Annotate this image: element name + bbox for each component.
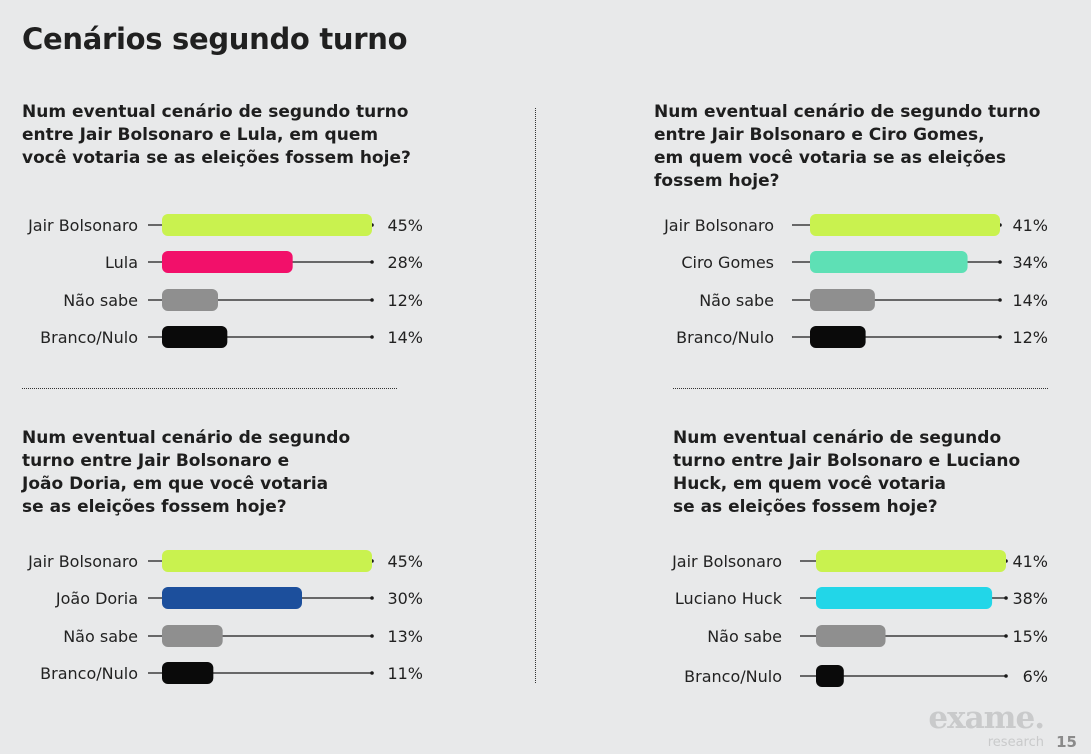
value-label: 11% [387,664,423,683]
axis-end-dot [370,634,374,638]
bar [162,625,223,647]
value-label: 41% [1012,552,1048,571]
value-label: 12% [1012,328,1048,347]
value-label: 14% [387,328,423,347]
value-label: 45% [387,216,423,235]
bar [816,625,886,647]
value-label: 15% [1012,627,1048,646]
question-doria: Num eventual cenário de segundo turno en… [22,428,351,517]
bar [810,214,1000,236]
bar [162,550,372,572]
category-label: Lula [105,253,138,272]
category-label: Jair Bolsonaro [27,216,138,235]
category-label: Branco/Nulo [676,328,774,347]
value-label: 38% [1012,589,1048,608]
bar [810,326,866,348]
category-label: Jair Bolsonaro [663,216,774,235]
chart-lula: Jair Bolsonaro 45% Lula 28% Não sabe 12% Branc… [27,214,423,348]
category-label: Ciro Gomes [681,253,774,272]
chart-ciro: Jair Bolsonaro 41% Ciro Gomes 34% Não sabe 14… [663,214,1048,348]
bar [810,289,875,311]
bar [810,251,968,273]
category-label: Branco/Nulo [40,664,138,683]
category-label: Branco/Nulo [684,667,782,686]
bar [162,662,214,684]
page-number: 15 [1056,733,1077,751]
bar [162,587,302,609]
bar [816,587,993,609]
question-huck: Num eventual cenário de segundo turno en… [673,428,1021,517]
chart-huck: Jair Bolsonaro 41% Luciano Huck 38% Não sabe… [671,550,1048,687]
axis-end-dot [370,596,374,600]
category-label: Não sabe [707,627,782,646]
exame-logo: exame. [928,700,1045,736]
category-label: Jair Bolsonaro [671,552,782,571]
axis-end-dot [1004,596,1008,600]
value-label: 45% [387,552,423,571]
category-label: Branco/Nulo [40,328,138,347]
value-label: 34% [1012,253,1048,272]
divider-left [22,388,397,389]
axis-end-dot [998,335,1002,339]
bar [162,289,218,311]
bar [162,251,293,273]
bar [162,214,372,236]
axis-end-dot [998,298,1002,302]
question-lula: Num eventual cenário de segundo turno en… [22,102,411,168]
axis-end-dot [370,671,374,675]
value-label: 28% [387,253,423,272]
category-label: Não sabe [63,627,138,646]
axis-end-dot [370,335,374,339]
chart-doria: Jair Bolsonaro 45% João Doria 30% Não sabe 13… [27,550,423,684]
category-label: Não sabe [699,291,774,310]
value-label: 30% [387,589,423,608]
question-ciro: Num eventual cenário de segundo turno en… [654,102,1041,191]
value-label: 12% [387,291,423,310]
category-label: João Doria [55,589,138,608]
bar [162,326,228,348]
bar [816,665,844,687]
divider-right [673,388,1048,389]
value-label: 6% [1023,667,1048,686]
category-label: Jair Bolsonaro [27,552,138,571]
page-title: Cenários segundo turno [22,22,408,56]
divider-center [535,108,536,683]
axis-end-dot [1004,674,1008,678]
axis-end-dot [370,260,374,264]
category-label: Não sabe [63,291,138,310]
value-label: 13% [387,627,423,646]
axis-end-dot [1004,634,1008,638]
value-label: 14% [1012,291,1048,310]
axis-end-dot [998,260,1002,264]
bar [816,550,1006,572]
value-label: 41% [1012,216,1048,235]
exame-logo-sub: research [987,735,1044,750]
axis-end-dot [370,298,374,302]
category-label: Luciano Huck [675,589,783,608]
